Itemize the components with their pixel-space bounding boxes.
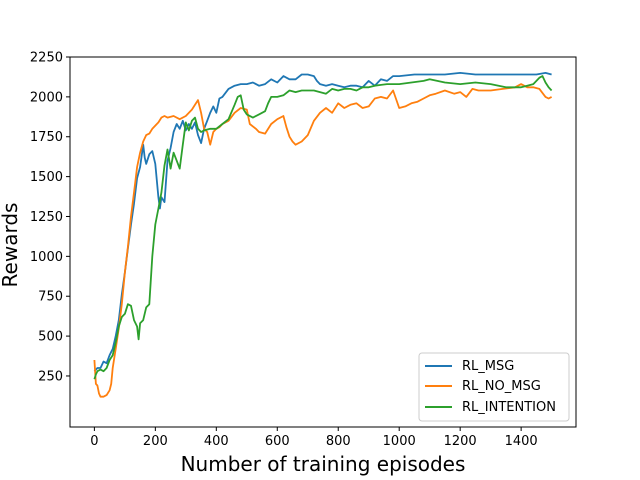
legend: RL_MSG RL_NO_MSG RL_INTENTION	[418, 352, 570, 422]
y-tick-label: 1000	[30, 250, 63, 265]
y-tick-label: 2000	[30, 90, 63, 105]
x-tick-label: 1400	[505, 434, 538, 449]
x-axis: 0 200 400 600 800 1000 1200 1400	[90, 427, 538, 449]
x-tick-label: 600	[265, 434, 290, 449]
y-axis-label: Rewards	[0, 203, 22, 288]
y-tick-label: 1250	[30, 210, 63, 225]
legend-label-rl-no-msg: RL_NO_MSG	[462, 379, 541, 394]
y-tick-label: 750	[38, 290, 63, 305]
x-tick-label: 0	[90, 434, 98, 449]
legend-label-rl-msg: RL_MSG	[462, 359, 514, 374]
y-tick-label: 2250	[30, 51, 63, 66]
y-axis: 250 500 750 1000 1250 1500 1750 2000 2250	[30, 51, 70, 384]
series-line-rl-no-msg	[93, 83, 553, 398]
x-tick-label: 200	[143, 434, 168, 449]
y-tick-label: 1750	[30, 130, 63, 145]
x-tick-label: 800	[326, 434, 351, 449]
y-tick-label: 1500	[30, 170, 63, 185]
plot-frame	[69, 56, 577, 428]
series-line-rl-intention	[93, 75, 553, 380]
legend-label-rl-intention: RL_INTENTION	[462, 400, 556, 415]
series-layer	[93, 72, 553, 398]
legend-box	[418, 352, 570, 422]
x-tick-label: 1000	[383, 434, 416, 449]
y-tick-label: 250	[38, 369, 63, 384]
y-tick-label: 500	[38, 330, 63, 345]
x-axis-label: Number of training episodes	[181, 452, 466, 476]
series-line-rl-msg	[93, 72, 552, 372]
x-tick-label: 400	[204, 434, 229, 449]
x-tick-label: 1200	[444, 434, 477, 449]
